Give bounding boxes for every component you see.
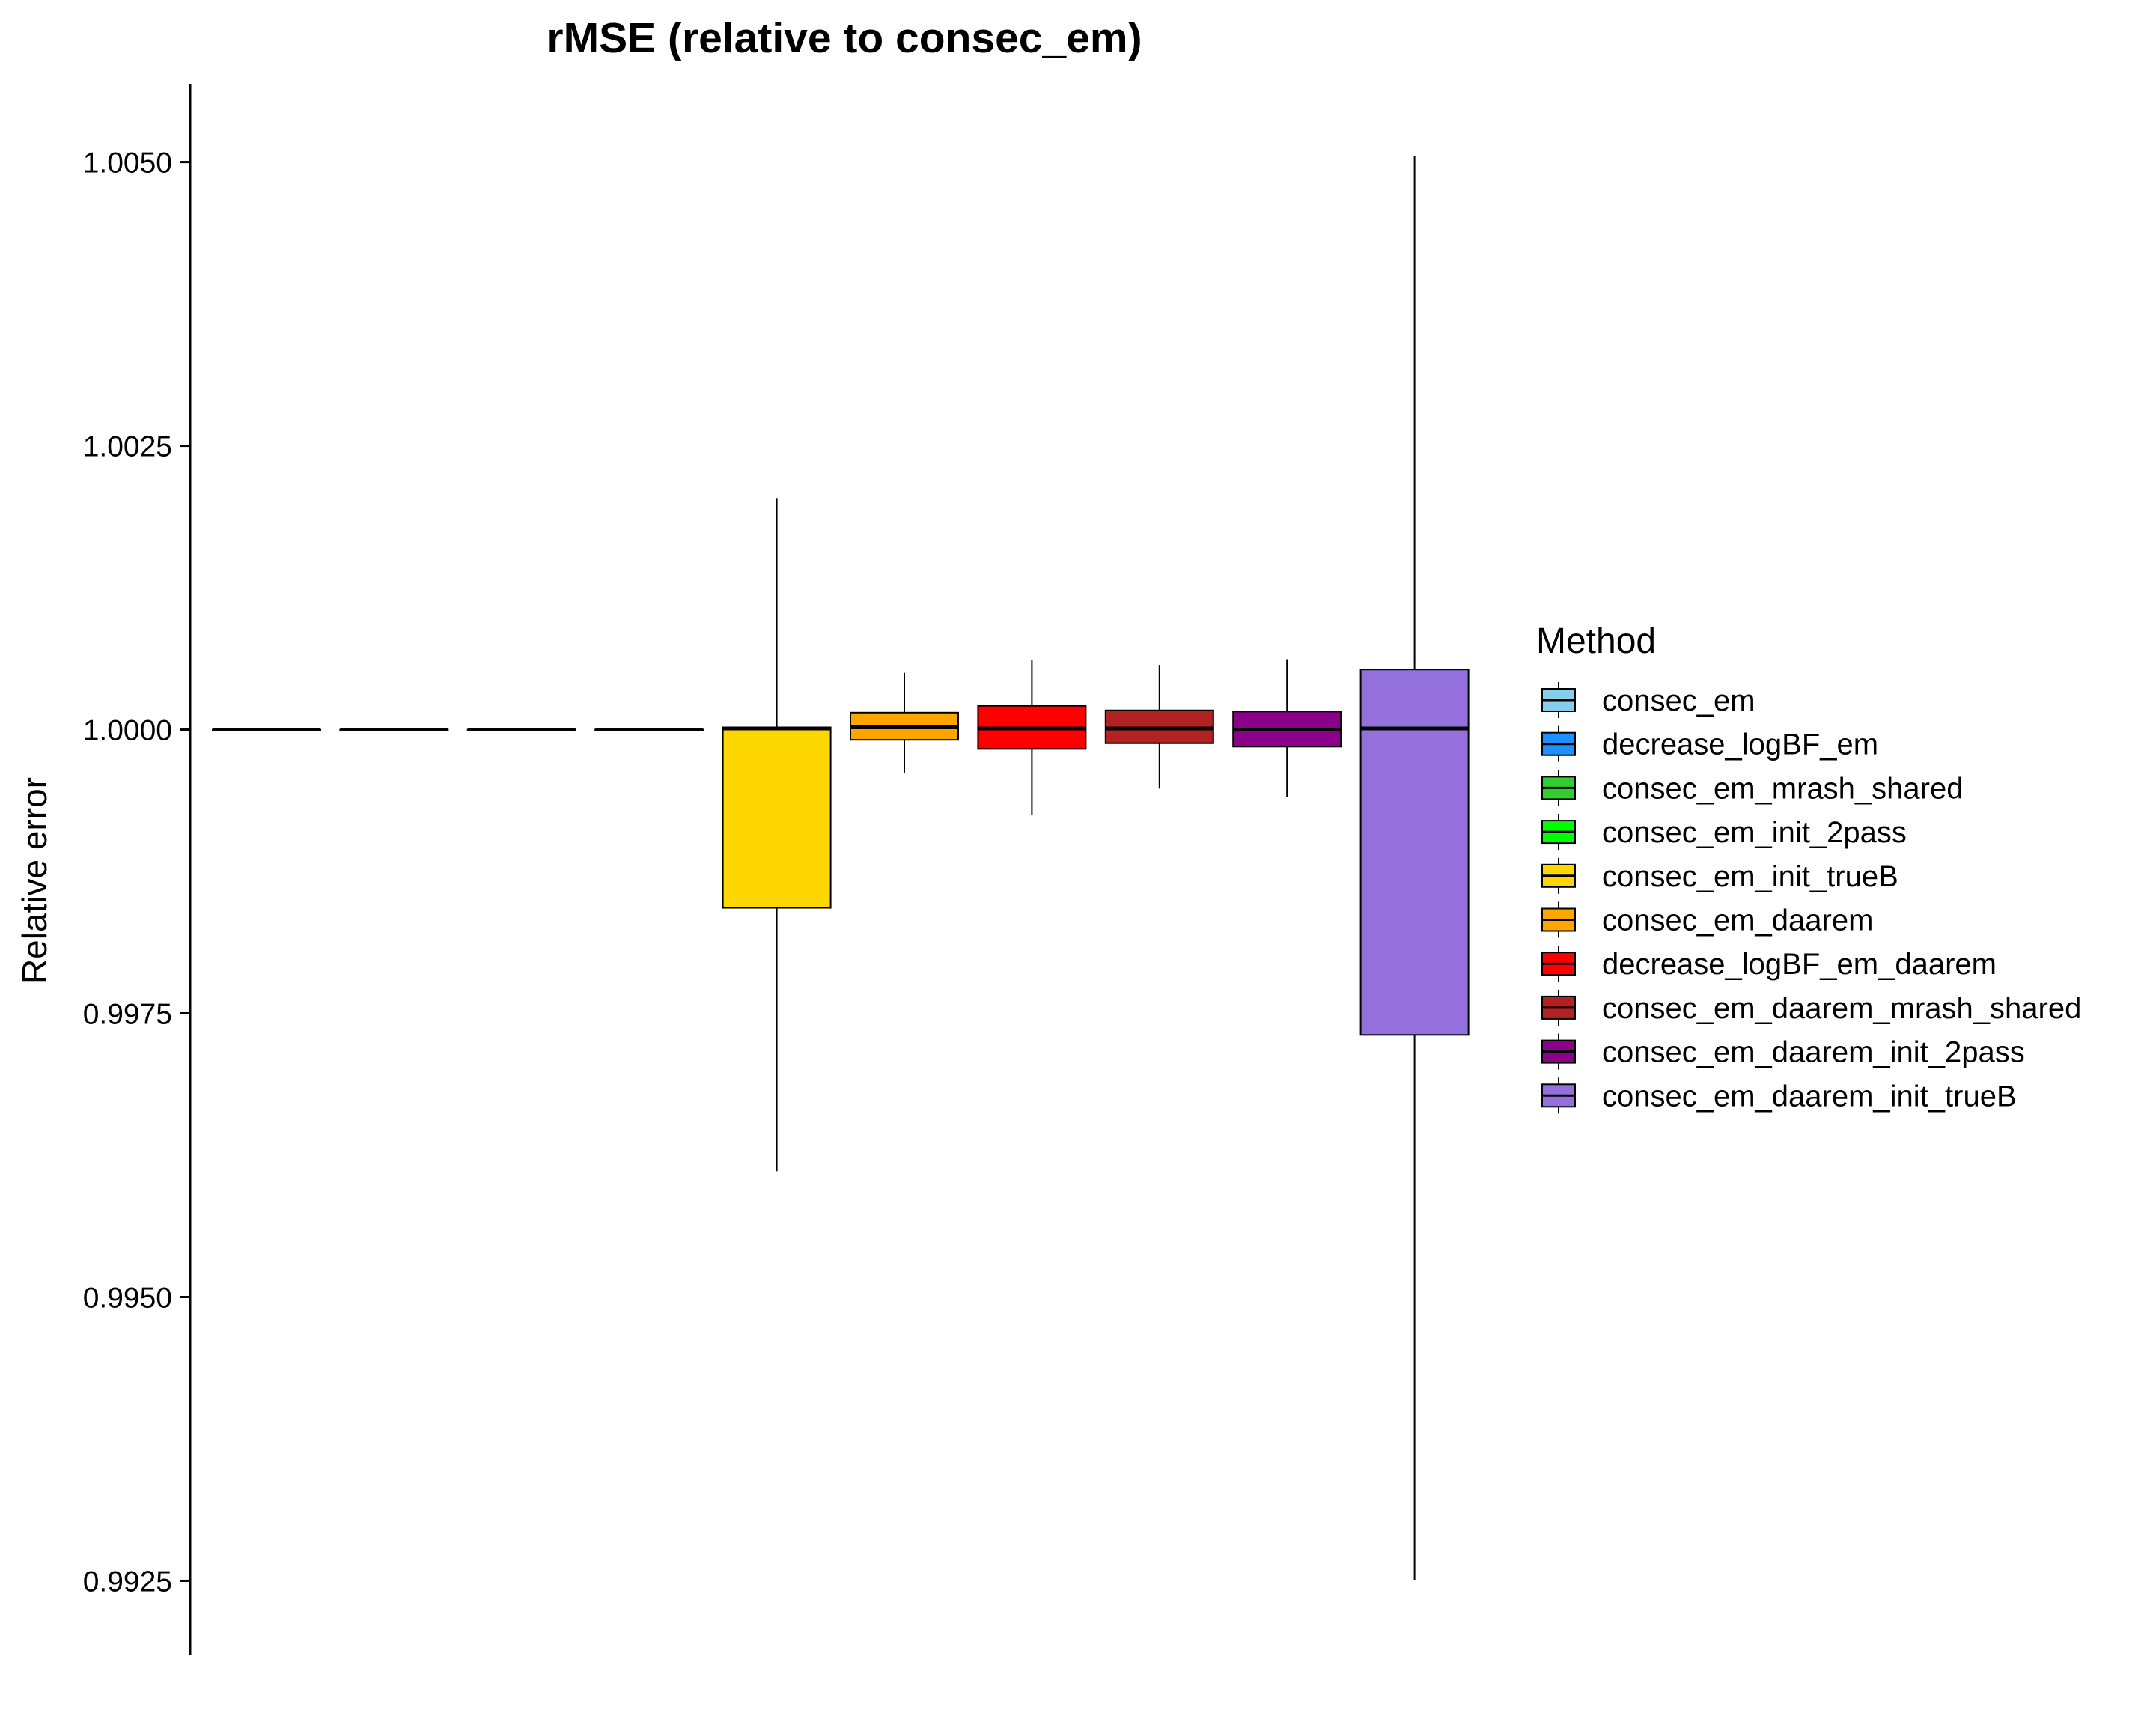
y-tick-label: 0.9950	[83, 1282, 172, 1314]
legend-label: consec_em_init_trueB	[1602, 860, 1898, 893]
y-tick-label: 0.9975	[83, 999, 172, 1031]
box-consec_em_mrash_shared	[466, 728, 576, 732]
legend-title: Method	[1536, 621, 1656, 661]
y-axis-ticks: 0.9925 0.9950 0.9975 1.0000 1.0025 1.0050	[83, 147, 190, 1598]
legend-item: consec_em_daarem	[1541, 901, 1873, 938]
legend-item: consec_em	[1541, 682, 1755, 718]
boxplot-series	[212, 156, 1470, 1580]
legend-label: consec_em_daarem_init_trueB	[1602, 1080, 2017, 1113]
legend-label: decrease_logBF_em	[1602, 728, 1878, 761]
legend-item: decrease_logBF_em_daarem	[1541, 946, 1997, 982]
box-decrease_logBF_em_daarem	[977, 660, 1087, 815]
legend-item: consec_em_mrash_shared	[1541, 770, 1963, 806]
y-axis-label: Relative error	[15, 777, 54, 984]
legend-item: decrease_logBF_em	[1541, 725, 1878, 762]
legend-item: consec_em_daarem_init_trueB	[1541, 1077, 2017, 1114]
box-consec_em	[212, 728, 321, 732]
legend-label: consec_em_daarem	[1602, 904, 1873, 937]
legend-item: consec_em_daarem_mrash_shared	[1541, 989, 2081, 1026]
legend-item: consec_em_init_trueB	[1541, 857, 1898, 894]
box-decrease_logBF_em	[339, 728, 449, 732]
legend-label: consec_em_init_2pass	[1602, 816, 1907, 849]
legend: consec_em decrease_logBF_em consec_em_mras…	[1541, 682, 2081, 1114]
legend-label: consec_em_daarem_mrash_shared	[1602, 992, 2081, 1025]
legend-label: decrease_logBF_em_daarem	[1602, 948, 1997, 981]
box-consec_em_daarem_init_2pass	[1232, 659, 1342, 797]
box-consec_em_daarem	[850, 672, 959, 773]
box-consec_em_init_2pass	[594, 728, 704, 732]
chart-title: rMSE (relative to consec_em)	[546, 14, 1142, 62]
box-iqr	[722, 726, 832, 909]
legend-item: consec_em_init_2pass	[1541, 814, 1907, 851]
legend-label: consec_em_daarem_init_2pass	[1602, 1036, 2025, 1069]
box-iqr	[1359, 669, 1470, 1036]
legend-label: consec_em_mrash_shared	[1602, 772, 1963, 805]
y-tick-label: 1.0050	[83, 147, 172, 180]
y-tick-label: 1.0025	[83, 431, 172, 463]
box-consec_em_daarem_mrash_shared	[1104, 665, 1214, 789]
legend-item: consec_em_daarem_init_2pass	[1541, 1033, 2025, 1070]
box-consec_em_daarem_init_trueB	[1359, 156, 1470, 1580]
box-consec_em_init_trueB	[722, 498, 832, 1172]
y-tick-label: 1.0000	[83, 715, 172, 747]
y-tick-label: 0.9925	[83, 1566, 172, 1598]
legend-label: consec_em	[1602, 684, 1755, 717]
